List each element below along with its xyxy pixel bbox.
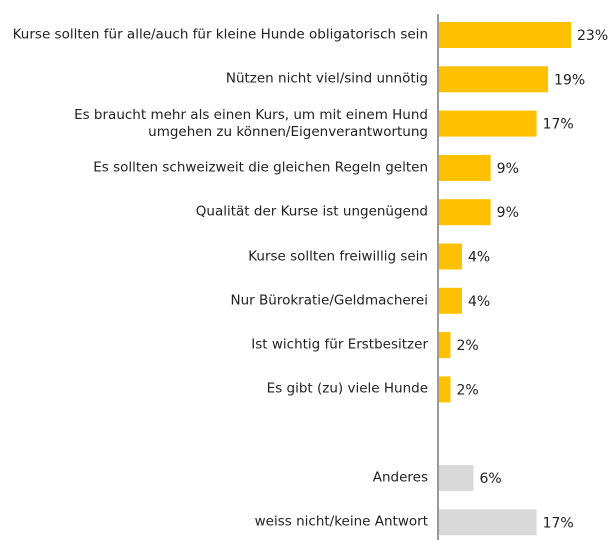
bar xyxy=(439,465,474,491)
value-label: 2% xyxy=(456,338,478,354)
category-label: Nur Bürokratie/Geldmacherei xyxy=(230,292,428,309)
value-label: 9% xyxy=(497,205,519,221)
bar xyxy=(439,509,537,536)
bar xyxy=(439,199,491,226)
value-label: 17% xyxy=(543,117,574,133)
category-label: Kurse sollten freiwillig sein xyxy=(248,248,428,264)
category-label: Ist wichtig für Erstbesitzer xyxy=(251,336,428,353)
bar xyxy=(439,243,462,270)
category-label: weiss nicht/keine Antwort xyxy=(254,513,428,530)
value-label: 17% xyxy=(543,515,574,531)
bar xyxy=(439,154,491,181)
category-label: Anderes xyxy=(372,469,428,486)
category-label: Kurse sollten für alle/auch für kleine H… xyxy=(12,26,428,43)
category-label: Es gibt (zu) viele Hunde xyxy=(266,380,428,397)
value-label: 4% xyxy=(468,294,490,310)
bar xyxy=(439,287,462,314)
category-label: Es sollten schweizweit die gleichen Rege… xyxy=(93,159,428,176)
bar xyxy=(439,332,451,359)
value-label: 9% xyxy=(497,161,519,177)
bar xyxy=(439,376,451,403)
value-label: 23% xyxy=(577,28,608,44)
value-label: 6% xyxy=(479,471,501,487)
value-label: 19% xyxy=(554,72,585,88)
category-label: Qualität der Kurse ist ungenügend xyxy=(195,203,428,220)
category-label: Nützen nicht viel/sind unnötig xyxy=(225,70,428,87)
value-label: 2% xyxy=(456,382,478,398)
bar xyxy=(439,66,549,93)
category-label: Es braucht mehr als einen Kurs, um mit e… xyxy=(74,106,428,140)
bar xyxy=(439,110,537,137)
value-label: 4% xyxy=(468,250,490,266)
bar xyxy=(439,22,572,48)
